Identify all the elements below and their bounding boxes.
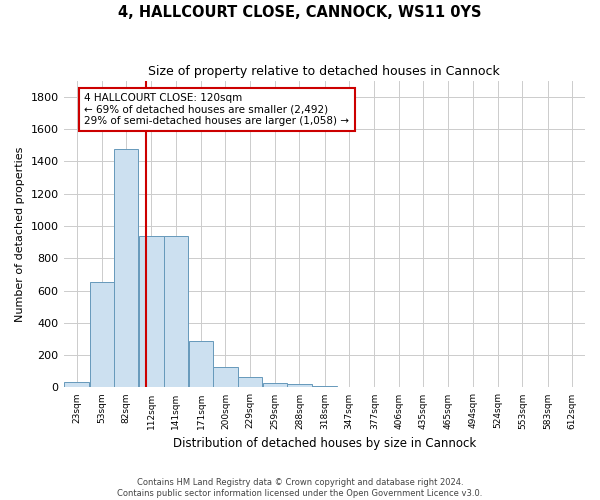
Text: 4, HALLCOURT CLOSE, CANNOCK, WS11 0YS: 4, HALLCOURT CLOSE, CANNOCK, WS11 0YS [118,5,482,20]
Bar [213,367,238,388]
Bar [64,382,89,388]
Bar [313,386,337,388]
Bar [337,386,361,388]
Text: 4 HALLCOURT CLOSE: 120sqm
← 69% of detached houses are smaller (2,492)
29% of se: 4 HALLCOURT CLOSE: 120sqm ← 69% of detac… [85,93,349,126]
Bar [164,236,188,388]
X-axis label: Distribution of detached houses by size in Cannock: Distribution of detached houses by size … [173,437,476,450]
Bar [238,377,262,388]
Bar [263,384,287,388]
Y-axis label: Number of detached properties: Number of detached properties [15,146,25,322]
Bar [189,340,214,388]
Bar [114,149,139,388]
Bar [287,384,312,388]
Text: Contains HM Land Registry data © Crown copyright and database right 2024.
Contai: Contains HM Land Registry data © Crown c… [118,478,482,498]
Title: Size of property relative to detached houses in Cannock: Size of property relative to detached ho… [148,65,500,78]
Bar [89,282,114,388]
Bar [139,236,164,388]
